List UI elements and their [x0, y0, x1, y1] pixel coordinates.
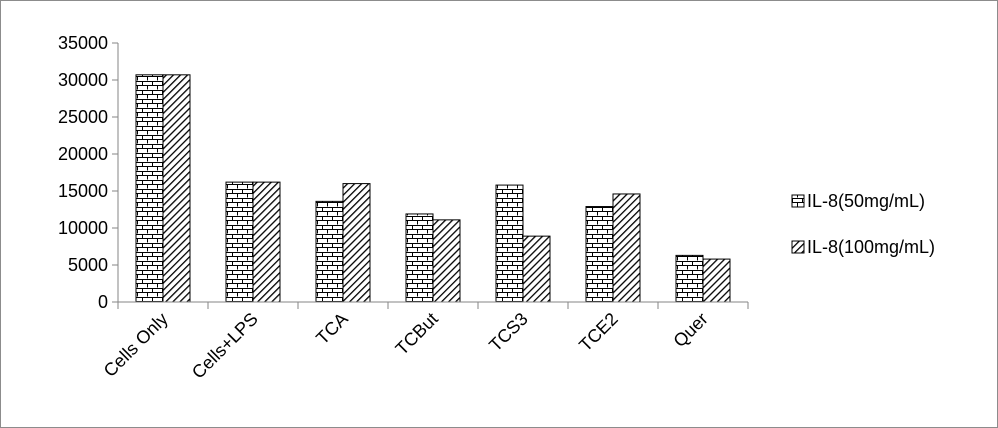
legend-swatch-1 — [791, 194, 805, 208]
legend: IL-8(50mg/mL) IL-8(100mg/mL) — [791, 191, 935, 257]
axes-layer — [112, 42, 749, 309]
legend-label-1: IL-8(50mg/mL) — [807, 191, 925, 211]
legend-label-2: IL-8(100mg/mL) — [807, 237, 935, 257]
bar-2-tcbut — [432, 219, 461, 303]
x-tick-label: TCE2 — [575, 309, 622, 356]
bar-2-quer — [702, 258, 731, 303]
bars-layer — [135, 74, 731, 303]
bar-1-cells-only — [135, 74, 164, 303]
bar-2-tcs3 — [522, 235, 551, 303]
bar-2-cells-lps — [252, 181, 281, 303]
y-tick-label: 35000 — [58, 33, 108, 53]
bar-2-tca — [342, 183, 371, 303]
bar-2-tce2 — [612, 193, 641, 303]
bar-1-cells-lps — [225, 181, 254, 303]
x-tick-label: TCA — [312, 309, 352, 349]
bar-1-tcs3 — [495, 184, 524, 303]
y-tick-label: 0 — [98, 292, 108, 312]
y-tick-label: 5000 — [68, 255, 108, 275]
bar-1-tca — [315, 200, 344, 303]
x-tick-labels: Cells Only Cells+LPS TCA TCBut TCS3 TCE2 Quer — [100, 309, 712, 383]
x-tick-label: Cells Only — [100, 309, 172, 381]
y-tick-label: 30000 — [58, 70, 108, 90]
bar-1-tcbut — [405, 213, 434, 303]
y-tick-label: 20000 — [58, 144, 108, 164]
bar-1-quer — [675, 254, 704, 303]
y-tick-label: 15000 — [58, 181, 108, 201]
bar-1-tce2 — [585, 206, 614, 303]
bar-2-cells-only — [162, 74, 191, 303]
x-tick-label: Cells+LPS — [188, 309, 262, 383]
x-tick-label: Quer — [669, 309, 711, 351]
legend-swatch-2 — [791, 240, 805, 254]
x-tick-label: TCS3 — [485, 309, 532, 356]
x-tick-label: TCBut — [392, 309, 442, 359]
y-tick-labels: 0 5000 10000 15000 20000 25000 30000 35000 — [58, 33, 108, 312]
y-tick-label: 25000 — [58, 107, 108, 127]
y-tick-label: 10000 — [58, 218, 108, 238]
